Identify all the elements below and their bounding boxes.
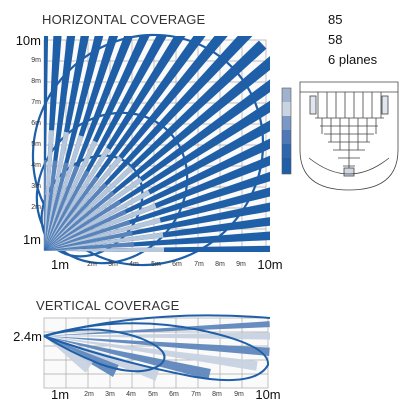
y-tick-9m: 9m — [31, 57, 41, 64]
vertical-beam — [44, 336, 211, 380]
horizontal-beam-short — [44, 203, 157, 251]
horizontal-beam-short — [44, 182, 108, 251]
v-x-tick-1m: 1m — [51, 387, 69, 400]
vertical-zone-outlines — [43, 314, 271, 382]
vertical-coverage-title: VERTICAL COVERAGE — [36, 298, 180, 313]
v-x-tick-5m: 5m — [148, 391, 158, 398]
y-tick-5m: 5m — [31, 141, 41, 148]
horizontal-beam-short — [44, 217, 161, 251]
horizontal-beam-short — [44, 162, 69, 251]
beam-color-legend — [281, 87, 292, 175]
x-tick-8m: 8m — [215, 261, 225, 268]
y-tick-6m: 6m — [31, 120, 41, 127]
x-tick-4m: 4m — [129, 261, 139, 268]
v-x-tick-2m: 2m — [84, 391, 94, 398]
y-tick-2m: 2m — [31, 204, 41, 211]
vertical-beam — [44, 336, 258, 371]
x-tick-7m: 7m — [194, 261, 204, 268]
vertical-beam — [44, 336, 94, 373]
horizontal-beam-short — [44, 160, 47, 250]
vertical-beam — [44, 332, 270, 340]
horizontal-beam-short — [44, 177, 143, 251]
v-x-tick-3m: 3m — [105, 391, 115, 398]
horizontal-beam-short — [44, 219, 131, 251]
horizontal-beam-short — [44, 131, 69, 251]
x-tick-10m: 10m — [257, 257, 282, 272]
vertical-height-label: 2.4m — [13, 329, 42, 344]
x-tick-2m: 2m — [87, 261, 97, 268]
y-tick-7m: 7m — [31, 99, 41, 106]
vertical-x-ticks: 1m 2m 3m 4m 5m 6m 7m 8m 9m 10m — [51, 387, 281, 400]
horizontal-beam-short — [44, 190, 115, 251]
x-tick-3m: 3m — [108, 261, 118, 268]
horizontal-beam-short — [44, 175, 99, 251]
x-tick-1m: 1m — [51, 257, 69, 272]
horizontal-beam-short — [44, 199, 122, 251]
y-tick-8m: 8m — [31, 78, 41, 85]
y-tick-3m: 3m — [31, 183, 41, 190]
spec-line-2: 58 — [328, 32, 343, 47]
lens-schematic — [299, 81, 399, 191]
y-tick-1m: 1m — [23, 232, 41, 247]
v-x-tick-4m: 4m — [126, 391, 136, 398]
horizontal-beam-short — [44, 130, 55, 251]
horizontal-coverage-title: HORIZONTAL COVERAGE — [42, 12, 206, 27]
vertical-beam — [44, 336, 160, 381]
vertical-beam — [44, 321, 270, 336]
horizontal-beam-short — [44, 169, 90, 251]
horizontal-beams — [44, 36, 270, 252]
horizontal-beam-short — [44, 209, 127, 251]
x-tick-9m: 9m — [236, 261, 246, 268]
spec-line-1: 85 — [328, 12, 343, 27]
horizontal-beam-short — [44, 232, 164, 251]
horizontal-beam-short — [44, 247, 164, 252]
v-x-tick-9m: 9m — [234, 391, 244, 398]
y-tick-4m: 4m — [31, 162, 41, 169]
horizontal-beam-short — [44, 230, 133, 251]
x-tick-6m: 6m — [172, 261, 182, 268]
horizontal-beam-short — [44, 160, 58, 251]
v-x-tick-6m: 6m — [169, 391, 179, 398]
v-x-tick-10m: 10m — [255, 387, 280, 400]
horizontal-x-ticks: 1m 2m 3m 4m 5m 6m 7m 8m 9m 10m — [51, 257, 283, 272]
y-tick-10m: 10m — [16, 33, 41, 48]
horizontal-beam-short — [44, 140, 98, 251]
horizontal-beam-short — [44, 155, 123, 251]
horizontal-beam-short — [44, 165, 80, 251]
x-tick-5m: 5m — [151, 261, 161, 268]
v-x-tick-7m: 7m — [191, 391, 201, 398]
horizontal-beam-short — [44, 135, 84, 251]
horizontal-y-ticks: 10m 9m 8m 7m 6m 5m 4m 3m 2m 1m — [16, 33, 41, 247]
spec-line-3: 6 planes — [328, 52, 378, 67]
horizontal-beam-short — [44, 147, 111, 251]
horizontal-beam-short — [44, 241, 134, 251]
horizontal-beam-short — [44, 189, 151, 251]
v-x-tick-8m: 8m — [212, 391, 222, 398]
horizontal-beam-short — [44, 166, 134, 251]
